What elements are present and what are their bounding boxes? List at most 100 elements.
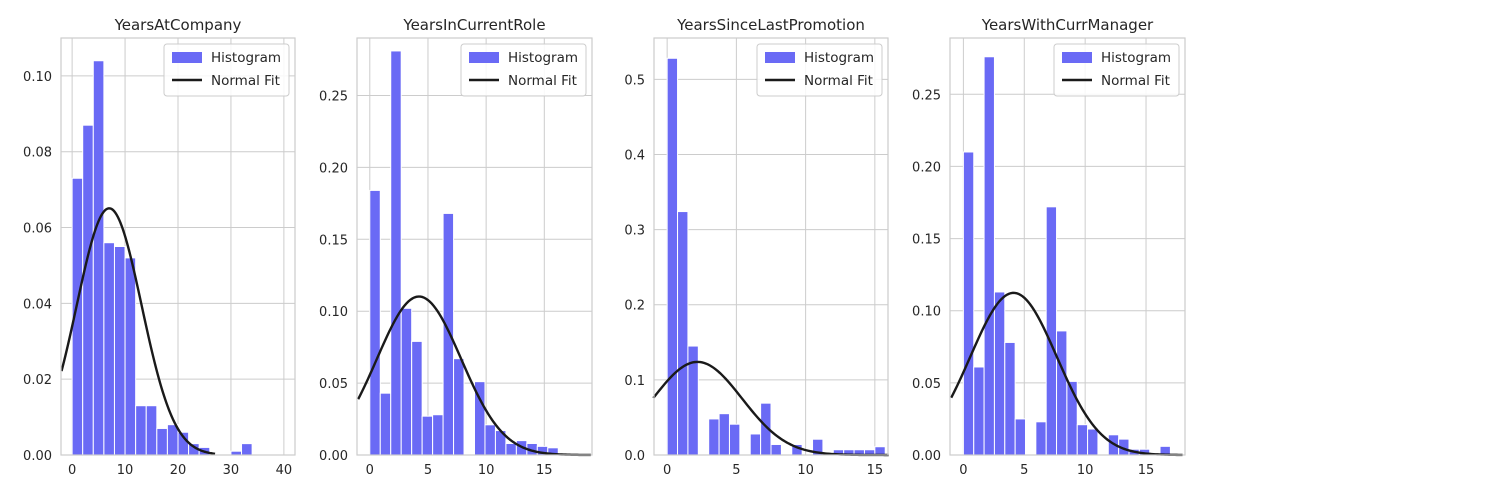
y-tick-label: 0.15 xyxy=(912,233,941,248)
histogram-bar xyxy=(442,212,455,456)
x-tick-label: 10 xyxy=(117,463,134,478)
histogram-bar xyxy=(770,443,782,456)
histogram-bar xyxy=(728,423,741,456)
histogram-bar xyxy=(505,442,517,456)
normal-fit-line xyxy=(60,207,216,455)
y-tick-label: 0.25 xyxy=(319,90,348,105)
y-tick-label: 0.04 xyxy=(23,297,52,312)
histogram-bar xyxy=(1056,330,1068,456)
histogram-bar xyxy=(453,358,465,456)
histogram-bar xyxy=(1076,424,1089,456)
x-tick-label: 10 xyxy=(797,463,814,478)
legend-swatch-histogram xyxy=(765,52,795,63)
histogram-bar xyxy=(156,427,168,456)
histogram-bar xyxy=(718,413,730,456)
x-tick-label: 15 xyxy=(867,463,884,478)
y-tick-label: 0.1 xyxy=(624,374,645,389)
x-tick-label: 0 xyxy=(663,463,671,478)
x-tick-label: 0 xyxy=(68,463,76,478)
x-tick-label: 5 xyxy=(424,463,432,478)
y-tick-label: 0.20 xyxy=(912,160,941,175)
histogram-bar xyxy=(1087,428,1099,456)
histogram-bar xyxy=(962,151,975,456)
histogram-bar xyxy=(369,189,381,456)
histogram-bar xyxy=(421,415,434,456)
legend-label-histogram: Histogram xyxy=(211,50,281,66)
histogram-bar xyxy=(113,246,126,456)
y-tick-label: 0.3 xyxy=(624,224,645,239)
legend-label-normal-fit: Normal Fit xyxy=(508,73,577,89)
legend: Histogram Normal Fit xyxy=(460,43,587,97)
axes-frame xyxy=(653,37,889,456)
normal-fit-line xyxy=(950,291,1183,457)
y-tick-label: 0.05 xyxy=(319,377,348,392)
histogram-bar xyxy=(983,56,995,456)
subplot-title: YearsWithCurrManager xyxy=(981,16,1154,34)
histogram-bar xyxy=(677,211,689,456)
histogram-bar xyxy=(973,366,985,456)
histogram-bar xyxy=(103,242,115,456)
histogram-bar xyxy=(241,443,253,456)
x-tick-label: 15 xyxy=(1138,463,1155,478)
y-tick-label: 0.10 xyxy=(23,70,52,85)
legend-label-normal-fit: Normal Fit xyxy=(1101,73,1170,89)
x-tick-label: 5 xyxy=(1020,463,1028,478)
legend-label-normal-fit: Normal Fit xyxy=(211,73,280,89)
y-tick-label: 0.06 xyxy=(23,222,52,237)
y-tick-label: 0.25 xyxy=(912,88,941,103)
histogram-bar xyxy=(400,307,413,456)
legend: Histogram Normal Fit xyxy=(756,43,883,97)
axes-frame xyxy=(356,37,593,456)
histogram-bar xyxy=(135,405,147,456)
y-tick-label: 0.2 xyxy=(624,299,645,314)
histogram-bar xyxy=(166,424,179,456)
y-tick-label: 0.10 xyxy=(912,305,941,320)
subplot-title: YearsAtCompany xyxy=(114,16,242,34)
legend-label-histogram: Histogram xyxy=(508,50,578,66)
histogram-bar xyxy=(82,124,94,456)
legend: Histogram Normal Fit xyxy=(1053,43,1180,97)
subplot-3: 0 5 10 15 0.0 0.1 0.2 0.3 0.4 0.5 YearsSinceLastPr… xyxy=(624,16,889,478)
subplot-1: 0 10 20 30 40 0.00 0.02 0.04 0.06 0.08 0.10 YearsAt… xyxy=(23,16,296,478)
y-tick-label: 0.5 xyxy=(624,73,645,88)
normal-fit-line xyxy=(357,295,591,457)
y-tick-label: 0.08 xyxy=(23,146,52,161)
histogram-bar xyxy=(708,418,720,456)
histogram-bar xyxy=(145,405,158,456)
histogram-bar xyxy=(749,433,762,456)
y-tick-label: 0.10 xyxy=(319,305,348,320)
x-tick-label: 15 xyxy=(536,463,553,478)
x-tick-label: 10 xyxy=(1077,463,1094,478)
histogram-bar xyxy=(1035,421,1047,456)
x-tick-label: 0 xyxy=(959,463,967,478)
subplot-4: 0 5 10 15 0.00 0.05 0.10 0.15 0.20 0.25 YearsWithC… xyxy=(912,16,1186,478)
histogram-bar xyxy=(1014,418,1026,456)
histogram-bar xyxy=(993,291,1006,456)
histogram-bar xyxy=(411,340,423,456)
x-tick-label: 5 xyxy=(732,463,740,478)
histogram-bar xyxy=(666,57,679,456)
y-tick-label: 0.05 xyxy=(912,377,941,392)
histogram-bar xyxy=(874,446,886,456)
x-tick-label: 20 xyxy=(170,463,187,478)
histogram-bar xyxy=(1004,341,1016,456)
legend-label-normal-fit: Normal Fit xyxy=(804,73,873,89)
x-tick-label: 10 xyxy=(478,463,495,478)
y-tick-label: 0.02 xyxy=(23,373,52,388)
legend-label-histogram: Histogram xyxy=(804,50,874,66)
histogram-bar xyxy=(92,60,105,456)
histogram-bar xyxy=(124,257,137,456)
legend-swatch-histogram xyxy=(1062,52,1092,63)
legend: Histogram Normal Fit xyxy=(163,43,290,97)
axes-frame xyxy=(949,37,1186,456)
axes-frame xyxy=(60,37,296,456)
y-tick-label: 0.4 xyxy=(624,148,645,163)
x-tick-label: 30 xyxy=(223,463,240,478)
y-tick-label: 0.15 xyxy=(319,233,348,248)
y-tick-label: 0.00 xyxy=(912,449,941,464)
histogram-bar xyxy=(1045,206,1058,456)
x-tick-label: 0 xyxy=(366,463,374,478)
y-tick-label: 0.0 xyxy=(624,449,645,464)
histogram-bar xyxy=(390,50,402,456)
